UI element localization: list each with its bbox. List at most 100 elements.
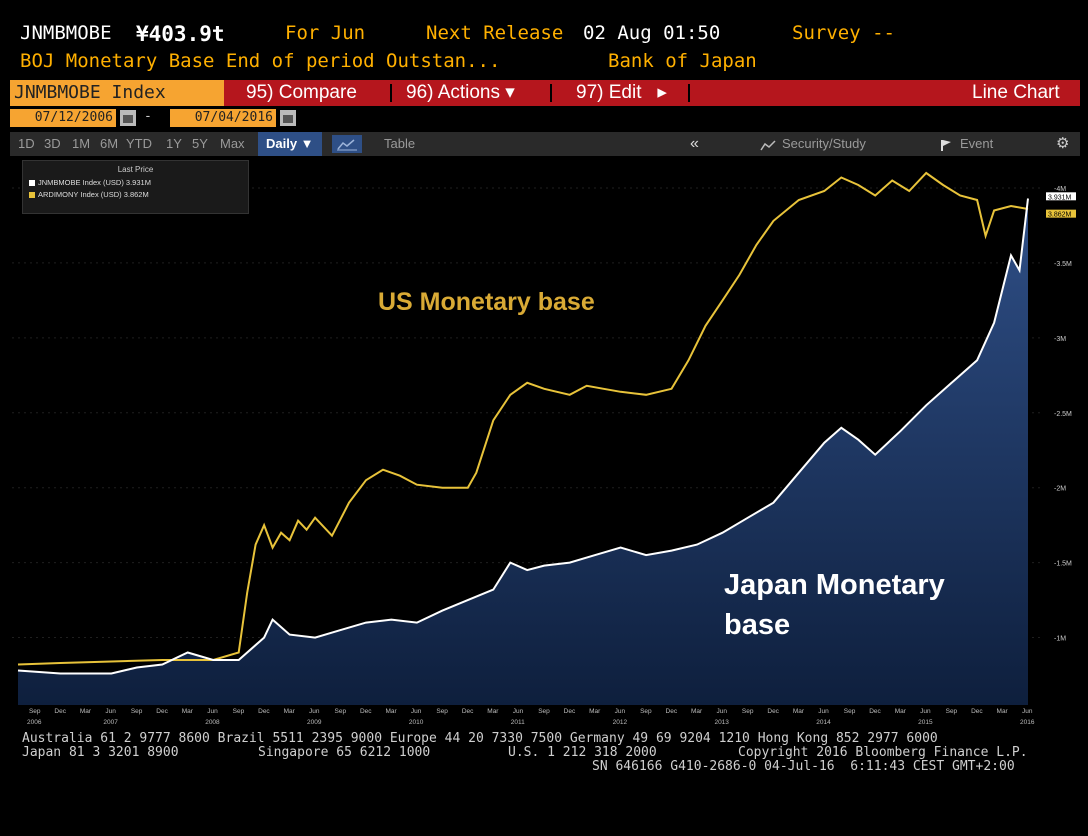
x-tick-label: Dec [258,708,270,715]
survey: Survey -- [792,22,895,44]
legend-item-japan: JNMBMOBE Index (USD) 3.931M [29,178,151,187]
x-tick-label: Mar [182,708,194,715]
line-chart-icon[interactable] [332,135,362,153]
x-tick-label: Jun [615,708,626,715]
x-tick-label: Jun [818,708,829,715]
actions-label: 96) Actions [406,82,500,103]
legend-item-us: ARDIMONY Index (USD) 3.862M [29,190,149,199]
x-tick-label: Dec [360,708,372,715]
last-value-label: 3.931M [1048,194,1072,201]
last-value-label: 3.862M [1048,212,1072,219]
date-range: 07/12/2006 - 07/04/2016 [10,109,1080,129]
x-year-label: 2012 [613,719,628,726]
range-ytd[interactable]: YTD [126,136,152,151]
x-tick-label: Mar [385,708,397,715]
range-max[interactable]: Max [220,136,245,151]
last-value-tag [1046,192,1076,201]
table-button[interactable]: Table [384,136,416,151]
divider [390,84,392,102]
x-tick-label: Dec [869,708,881,715]
x-tick-label: Jun [716,708,727,715]
x-tick-label: Mar [487,708,499,715]
description-line: BOJ Monetary Base End of period Outstan.… [10,50,1080,74]
settings-gear-icon[interactable]: ⚙ [1056,135,1070,152]
y-tick-label: -1M [1054,636,1066,643]
x-tick-label: Jun [309,708,320,715]
x-tick-label: Mar [691,708,703,715]
x-tick-label: Mar [895,708,907,715]
frequency-dropdown[interactable]: Daily ▼ [258,132,322,156]
x-tick-label: Jun [411,708,422,715]
range-6m[interactable]: 6M [100,136,119,151]
x-year-label: 2015 [918,719,933,726]
x-year-label: 2011 [511,719,525,726]
japan-annotation-line1: Japan Monetary [724,569,945,601]
x-tick-label: Mar [589,708,601,715]
calendar-icon[interactable] [120,110,136,126]
x-year-label: 2007 [103,719,118,726]
header-line: JNMBMOBE ¥403.9t For Jun Next Release 02… [10,22,1080,48]
plot-area [12,158,1042,708]
study-icon [760,140,776,150]
legend-swatch-japan [29,180,35,187]
date-dash: - [144,109,152,124]
footer-contacts-us: U.S. 1 212 318 2000 [508,745,657,760]
y-tick-label: -3.5M [1054,261,1072,268]
series-line-japan [17,198,1029,675]
x-tick-label: Sep [233,708,245,715]
start-date-field[interactable]: 07/12/2006 [10,109,116,127]
last-value-tag [1046,209,1076,218]
y-tick-label: -2.5M [1054,411,1072,418]
divider [688,84,690,102]
japan-area-fill [18,198,1028,705]
series-line-us [17,171,1029,666]
compare-button[interactable]: 95) Compare [246,82,357,103]
x-year-label: 2009 [307,719,322,726]
x-tick-label: Sep [538,708,550,715]
security-field[interactable]: JNMBMOBE Index [10,80,224,106]
range-3d[interactable]: 3D [44,136,61,151]
legend: Last Price JNMBMOBE Index (USD) 3.931M A… [22,160,249,214]
security-study-button[interactable]: Security/Study [760,132,866,156]
x-tick-label: Mar [80,708,92,715]
next-release-date: 02 Aug 01:50 [583,22,721,44]
footer-contacts-1: Australia 61 2 9777 8600 Brazil 5511 239… [22,731,938,746]
range-1m[interactable]: 1M [72,136,91,151]
x-tick-label: Sep [436,708,448,715]
line-chart-icon-glyph [337,139,357,151]
x-tick-label: Sep [946,708,958,715]
y-tick-label: -1.5M [1054,561,1072,568]
x-tick-label: Dec [971,708,983,715]
x-tick-label: Sep [742,708,754,715]
chart-type-button[interactable]: Line Chart [972,82,1060,103]
range-1y[interactable]: 1Y [166,136,182,151]
back-button[interactable]: « [690,135,699,152]
x-tick-label: Jun [920,708,931,715]
edit-button[interactable]: 97) Edit ▸ [576,82,667,103]
legend-swatch-us [29,192,35,199]
x-tick-label: Jun [207,708,218,715]
footer-copyright: Copyright 2016 Bloomberg Finance L.P. [738,745,1028,760]
x-tick-label: Dec [54,708,66,715]
legend-label-us: ARDIMONY Index (USD) 3.862M [38,190,149,199]
x-year-label: 2006 [27,719,42,726]
period: For Jun [285,22,366,44]
range-5y[interactable]: 5Y [192,136,208,151]
source-name: Bank of Japan [608,50,757,72]
footer: Australia 61 2 9777 8600 Brazil 5511 239… [22,731,1082,781]
x-tick-label: Jun [105,708,116,715]
event-button[interactable]: Event [940,132,993,156]
next-release-label: Next Release [426,22,564,44]
japan-annotation-line2: base [724,609,790,641]
security-description: BOJ Monetary Base End of period Outstan.… [20,50,501,72]
x-tick-label: Jun [513,708,524,715]
flag-icon [941,139,951,151]
x-tick-label: Dec [666,708,678,715]
x-tick-label: Dec [767,708,779,715]
event-label: Event [960,136,994,151]
end-date-field[interactable]: 07/04/2016 [170,109,276,127]
x-tick-label: Dec [564,708,576,715]
actions-button[interactable]: 96) Actions ▾ [406,82,515,103]
range-1d[interactable]: 1D [18,136,35,151]
calendar-icon[interactable] [280,110,296,126]
